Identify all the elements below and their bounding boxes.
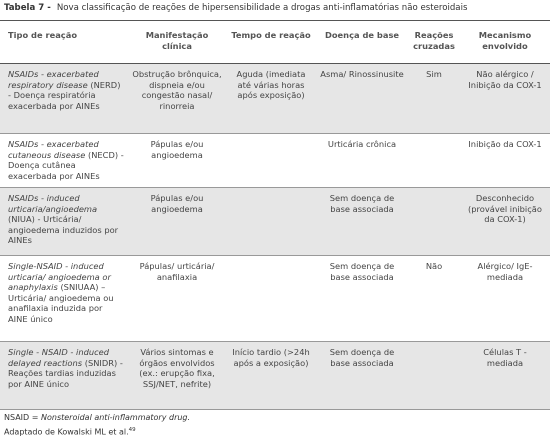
table-row: NSAIDs - exacerbated cutaneous disease (…: [0, 133, 550, 188]
header-row: Tipo de reação Manifestação clínica Tempo …: [0, 20, 550, 64]
type-cell: NSAIDs - exacerbated respiratory disease…: [0, 63, 128, 134]
type-name: NSAIDs - exacerbated respiratory disease: [8, 69, 99, 90]
table-cell: Não alérgico / Inibição da COX-1: [460, 63, 550, 134]
table-cell: Vários sintomas e órgãos envolvidos (ex.…: [128, 341, 226, 410]
table-cell: [226, 255, 316, 342]
footnote-abbr: NSAID = Nonsteroidal anti-inflammatory d…: [4, 412, 190, 424]
type-desc: (SNIUAA) – Urticária/ angioedema ou anaf…: [8, 282, 114, 324]
table-row: NSAIDs - induced urticaria/angioedema (N…: [0, 187, 550, 256]
table-row: NSAIDs - exacerbated respiratory disease…: [0, 63, 550, 134]
table-cell: Inibição da COX-1: [460, 133, 550, 188]
type-cell: NSAIDs - exacerbated cutaneous disease (…: [0, 133, 128, 188]
table-cell: Obstrução brônquica, dispneia e/ou conge…: [128, 63, 226, 134]
footnotes: NSAID = Nonsteroidal anti-inflammatory d…: [4, 412, 190, 439]
table-body: NSAIDs - exacerbated respiratory disease…: [0, 63, 550, 410]
table-cell: Células T - mediada: [460, 341, 550, 410]
abbr: NSAID =: [4, 413, 39, 422]
table-row: Single-NSAID - induced urticaria/ angioe…: [0, 255, 550, 342]
table-cell: [408, 341, 460, 410]
type-desc: (NECD) - Doença cutânea exacerbada por A…: [8, 149, 124, 181]
table-cell: [408, 187, 460, 256]
table-cell: [226, 187, 316, 256]
type-name: Single-NSAID - induced urticaria/ angioe…: [8, 261, 111, 292]
table-cell: Pápulas e/ou angioedema: [128, 187, 226, 256]
table-cell: Sem doença de base associada: [316, 187, 408, 256]
table-cell: Sem doença de base associada: [316, 341, 408, 410]
type-desc: (SNIDR) - Reações tardias induzidas por …: [8, 357, 123, 389]
table-row: Single - NSAID - induced delayed reactio…: [0, 341, 550, 410]
type-name: NSAIDs - induced urticaria/angioedema: [8, 193, 98, 214]
footnote-source: Adaptado de Kowalski ML et al.49: [4, 424, 190, 439]
caption-label: Tabela 7 -: [4, 3, 51, 13]
header-cell: Doença de base: [316, 20, 408, 64]
type-desc: (NERD) - Doença respiratória exacerbada …: [8, 79, 121, 111]
reference: 49: [128, 427, 136, 433]
table-cell: Sim: [408, 63, 460, 134]
type-desc: (NIUA) - Urticária/ angioedema induzidos…: [8, 214, 119, 245]
table-cell: Alérgico/ IgE-mediada: [460, 255, 550, 342]
header-cell: Reações cruzadas: [408, 20, 460, 64]
table-cell: Pápulas e/ou angioedema: [128, 133, 226, 188]
type-cell: NSAIDs - induced urticaria/angioedema (N…: [0, 187, 128, 256]
header-cell: Tipo de reação: [0, 20, 128, 64]
table-cell: Urticária crônica: [316, 133, 408, 188]
header-cell: Mecanismo envolvido: [460, 20, 550, 64]
table-cell: Desconhecido (provável inibição da COX-1…: [460, 187, 550, 256]
source: Adaptado de Kowalski ML et al.: [4, 427, 129, 437]
type-cell: Single-NSAID - induced urticaria/ angioe…: [0, 255, 128, 342]
table: Tipo de reação Manifestação clínica Tempo …: [0, 20, 550, 410]
table-cell: [226, 133, 316, 188]
caption: Tabela 7 - Nova classificação de reações …: [4, 3, 467, 14]
type-name: NSAIDs - exacerbated cutaneous disease: [8, 139, 99, 160]
table-cell: [408, 133, 460, 188]
abbr-text: Nonsteroidal anti-inflammatory drug.: [41, 413, 191, 422]
table-cell: Início tardio (>24h após a exposição): [226, 341, 316, 410]
table-cell: Asma/ Rinossinusite: [316, 63, 408, 134]
type-name: Single - NSAID - induced delayed reactio…: [8, 347, 110, 368]
header-cell: Manifestação clínica: [128, 20, 226, 64]
caption-text: Nova classificação de reações de hiperse…: [56, 3, 468, 13]
type-cell: Single - NSAID - induced delayed reactio…: [0, 341, 128, 410]
table-cell: Aguda (imediata até várias horas após ex…: [226, 63, 316, 134]
header-cell: Tempo de reação: [226, 20, 316, 64]
table-cell: Pápulas/ urticária/ anafilaxia: [128, 255, 226, 342]
table-cell: Sem doença de base associada: [316, 255, 408, 342]
table-cell: Não: [408, 255, 460, 342]
